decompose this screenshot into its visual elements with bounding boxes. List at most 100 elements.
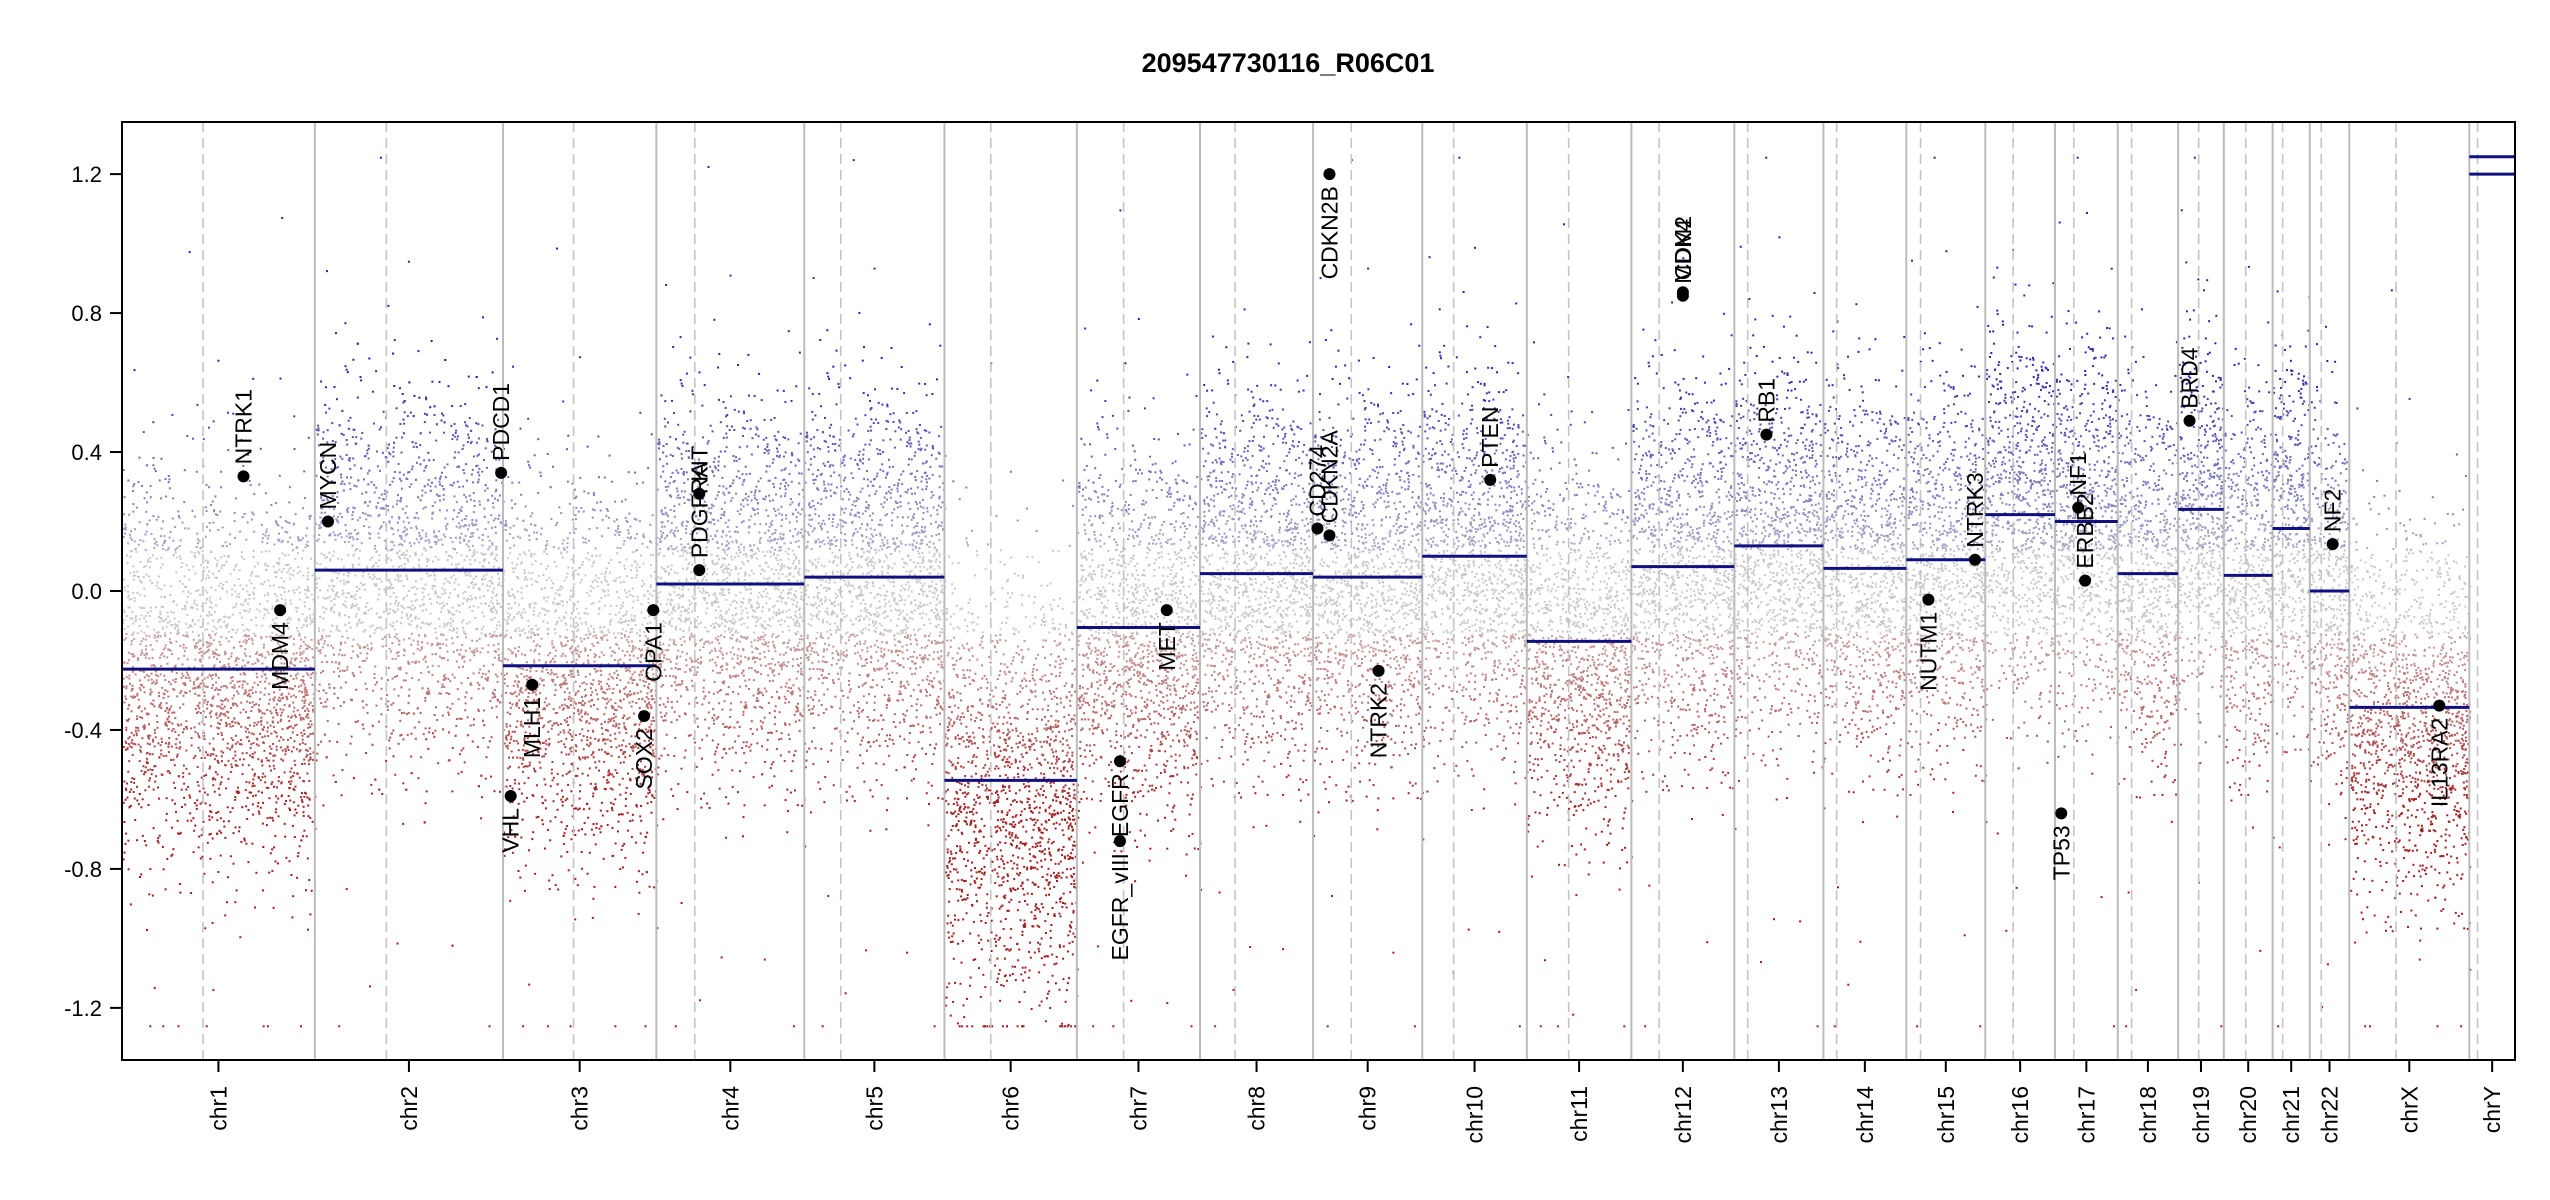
probe-point (290, 717, 292, 719)
probe-point (193, 681, 195, 683)
probe-point (306, 714, 308, 716)
probe-point (259, 610, 261, 612)
probe-point (198, 785, 200, 787)
probe-point (220, 781, 222, 783)
probe-point (304, 710, 306, 712)
probe-point (220, 486, 222, 488)
probe-point (189, 579, 191, 581)
probe-point (292, 702, 294, 704)
probe-point (209, 804, 211, 806)
probe-point (220, 817, 222, 819)
probe-point (165, 888, 167, 890)
probe-point (190, 820, 192, 822)
probe-point (133, 734, 135, 736)
probe-point (302, 507, 304, 509)
probe-point (217, 529, 219, 531)
probe-point (277, 714, 279, 716)
probe-point (211, 816, 213, 818)
probe-point (165, 549, 167, 551)
probe-point (226, 711, 228, 713)
probe-point (214, 758, 216, 760)
probe-point (233, 717, 235, 719)
probe-point (169, 621, 171, 623)
probe-point (245, 727, 247, 729)
probe-point (204, 792, 206, 794)
probe-point (146, 674, 148, 676)
probe-point (235, 735, 237, 737)
probe-point (293, 801, 295, 803)
probe-point (222, 526, 224, 528)
probe-point (253, 550, 255, 552)
probe-point (133, 743, 135, 745)
probe-point (210, 725, 212, 727)
probe-point (215, 589, 217, 591)
probe-point (246, 781, 248, 783)
probe-point (242, 659, 244, 661)
probe-point (244, 648, 246, 650)
probe-point (297, 572, 299, 574)
probe-point (142, 765, 144, 767)
probe-point (129, 572, 131, 574)
probe-point (239, 680, 241, 682)
probe-point (152, 554, 154, 556)
probe-point (131, 777, 133, 779)
probe-point (199, 594, 201, 596)
probe-point (285, 520, 287, 522)
probe-point (296, 611, 298, 613)
probe-point (261, 792, 263, 794)
probe-point (188, 773, 190, 775)
probe-point (253, 493, 255, 495)
probe-point (211, 614, 213, 616)
probe-point (149, 566, 151, 568)
probe-point (299, 570, 301, 572)
probe-point (184, 608, 186, 610)
probe-point (152, 515, 154, 517)
probe-point (148, 780, 150, 782)
probe-point (264, 657, 266, 659)
probe-point (205, 602, 207, 604)
probe-point (232, 725, 234, 727)
probe-point (154, 781, 156, 783)
probe-point (243, 709, 245, 711)
probe-point (285, 857, 287, 859)
probe-point (179, 555, 181, 557)
probe-point (248, 635, 250, 637)
probe-point (202, 679, 204, 681)
probe-point (224, 666, 226, 668)
probe-point (126, 685, 128, 687)
probe-point (135, 730, 137, 732)
probe-point (228, 778, 230, 780)
probe-point (177, 510, 179, 512)
probe-point (145, 645, 147, 647)
probe-point (197, 542, 199, 544)
probe-point (310, 623, 312, 625)
probe-point (250, 583, 252, 585)
probe-point (248, 611, 250, 613)
probe-point (156, 541, 158, 543)
probe-point (301, 657, 303, 659)
probe-point (123, 702, 125, 704)
probe-point (226, 581, 228, 583)
probe-point (162, 628, 164, 630)
probe-point (292, 825, 294, 827)
probe-point (142, 835, 144, 837)
probe-point (200, 712, 202, 714)
probe-point (131, 539, 133, 541)
probe-point (143, 588, 145, 590)
probe-point (229, 811, 231, 813)
probe-point (288, 795, 290, 797)
probe-point (224, 713, 226, 715)
probe-point (254, 752, 256, 754)
probe-point (289, 800, 291, 802)
probe-point (196, 608, 198, 610)
probe-point (163, 656, 165, 658)
probe-point (133, 483, 135, 485)
probe-point (244, 681, 246, 683)
probe-point (274, 768, 276, 770)
probe-point (266, 512, 268, 514)
probe-point (302, 801, 304, 803)
probe-point (139, 793, 141, 795)
probe-point (273, 846, 275, 848)
probe-point (160, 753, 162, 755)
probe-point (167, 622, 169, 624)
